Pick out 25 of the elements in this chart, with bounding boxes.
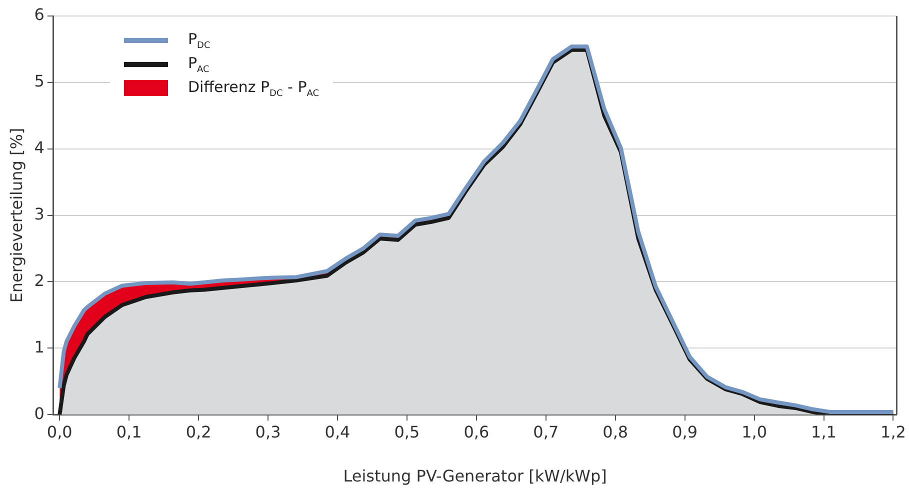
x-tick-label: 0,3 [255, 422, 281, 442]
x-tick-label: 0,1 [116, 422, 142, 442]
x-tick-label: 1,0 [742, 422, 768, 442]
y-tick-label: 0 [34, 404, 44, 423]
y-tick-label: 3 [34, 204, 44, 224]
x-tick-label: 1,2 [880, 422, 906, 442]
x-tick-label: 0,6 [464, 422, 490, 442]
y-tick-label: 1 [34, 337, 44, 356]
legend-label: P$_{DC}$ [188, 30, 210, 50]
y-tick-label: 6 [34, 5, 44, 24]
legend-label: Differenz P$_{DC}$ - P$_{AC}$ [188, 78, 320, 98]
y-tick-label: 5 [34, 72, 44, 91]
x-tick-label: 0,0 [46, 422, 72, 442]
x-tick-label: 0,9 [672, 422, 698, 442]
x-tick-label: 0,8 [602, 422, 628, 442]
x-tick-label: 1,1 [811, 422, 836, 442]
x-tick-label: 0,5 [394, 422, 420, 442]
legend-label: P$_{AC}$ [188, 54, 210, 74]
x-tick-label: 0,2 [186, 422, 212, 442]
x-axis-title: Leistung PV-Generator [kW/kWp] [343, 466, 607, 486]
y-tick-label: 2 [34, 270, 44, 290]
y-axis-title: Energieverteilung [%] [6, 128, 26, 303]
x-tick-label: 0,4 [324, 422, 350, 442]
y-tick-label: 4 [34, 138, 44, 158]
x-tick-label: 0,7 [533, 422, 559, 442]
